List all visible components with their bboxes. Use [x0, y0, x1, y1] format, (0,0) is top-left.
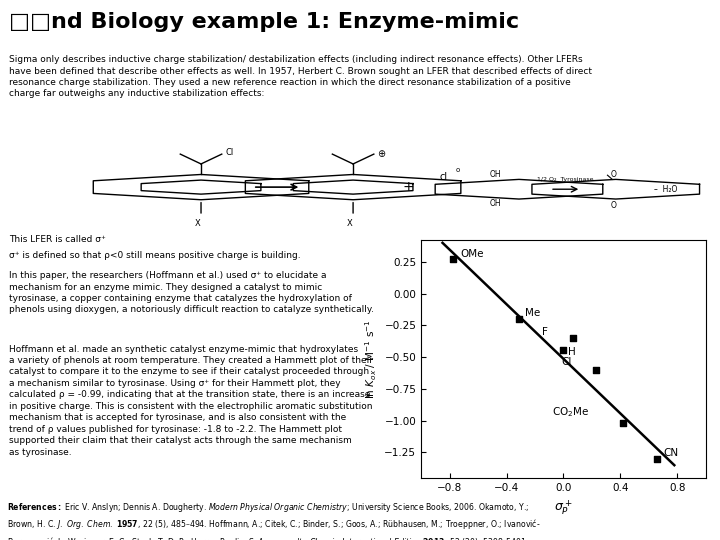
Text: □□nd Biology example 1: Enzyme-mimic: □□nd Biology example 1: Enzyme-mimic: [9, 12, 520, 32]
X-axis label: $\sigma^+_P$: $\sigma^+_P$: [554, 498, 572, 517]
Text: o: o: [455, 166, 459, 173]
Text: In this paper, the researchers (Hoffmann et al.) used σ⁺ to elucidate a
mechanis: In this paper, the researchers (Hoffmann…: [9, 271, 374, 314]
Text: This LFER is called σ⁺: This LFER is called σ⁺: [9, 235, 106, 244]
Point: [447, 255, 459, 264]
Point: [652, 455, 663, 463]
Text: H: H: [567, 347, 575, 357]
Text: $\mathbf{References:}$ Eric V. Anslyn; Dennis A. Dougherty. $\mathit{Modern\ Phy: $\mathbf{References:}$ Eric V. Anslyn; D…: [7, 501, 541, 540]
Point: [590, 366, 601, 374]
Point: [557, 345, 569, 354]
Text: σ⁺ is defined so that ρ<0 still means positive charge is building.: σ⁺ is defined so that ρ<0 still means po…: [9, 251, 301, 260]
Point: [618, 419, 629, 428]
Text: cl: cl: [439, 172, 448, 181]
Text: Cl: Cl: [225, 148, 233, 157]
Text: ⊕: ⊕: [377, 149, 385, 159]
Text: 1/2 O₂  Tyrosinase: 1/2 O₂ Tyrosinase: [537, 177, 593, 182]
Text: OMe: OMe: [460, 249, 483, 259]
Text: Cl: Cl: [562, 357, 572, 367]
Text: O: O: [611, 170, 616, 179]
Point: [513, 315, 525, 323]
Point: [567, 334, 579, 342]
Text: OH: OH: [490, 170, 502, 179]
Text: Me: Me: [525, 308, 540, 318]
Text: O: O: [611, 201, 616, 210]
Text: –  H₂O: – H₂O: [654, 185, 677, 194]
Text: +: +: [402, 180, 414, 194]
Text: Sigma only describes inductive charge stabilization/ destabilization effects (in: Sigma only describes inductive charge st…: [9, 55, 593, 98]
Text: F: F: [541, 327, 547, 337]
Text: X: X: [347, 219, 353, 228]
Y-axis label: ln $K_{ox}$ / M$^{-1}$ s$^{-1}$: ln $K_{ox}$ / M$^{-1}$ s$^{-1}$: [363, 319, 379, 399]
Text: OH: OH: [490, 199, 502, 208]
Text: CO$_2$Me: CO$_2$Me: [552, 406, 590, 420]
Text: X: X: [194, 219, 200, 228]
Text: CN: CN: [663, 448, 678, 457]
Text: Hoffmann et al. made an synthetic catalyst enzyme-mimic that hydroxylates
a vari: Hoffmann et al. made an synthetic cataly…: [9, 345, 374, 457]
